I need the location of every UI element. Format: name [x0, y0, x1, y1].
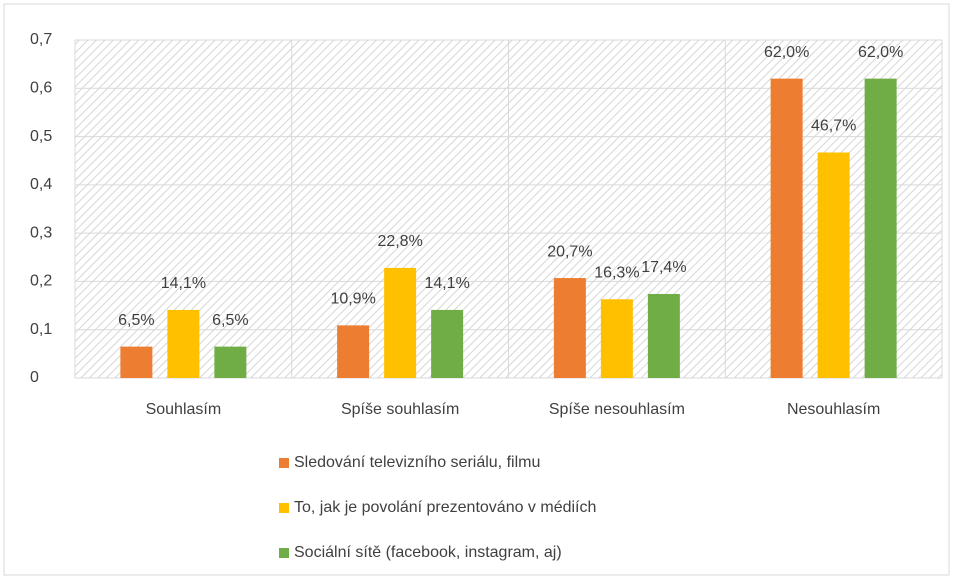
legend-swatch	[279, 458, 289, 468]
legend-label: Sledování televizního seriálu, filmu	[294, 454, 540, 471]
bar	[167, 309, 200, 378]
y-tick-label: 0,7	[30, 31, 52, 48]
data-label: 16,3%	[594, 265, 639, 282]
bar	[864, 78, 897, 378]
data-label: 6,5%	[118, 312, 154, 329]
data-label: 6,5%	[212, 312, 248, 329]
x-tick-label: Nesouhlasím	[787, 401, 880, 418]
bar	[817, 152, 850, 378]
x-tick-label: Spíše nesouhlasím	[549, 401, 685, 418]
y-tick-label: 0,4	[30, 176, 52, 193]
bar	[647, 293, 680, 378]
bar	[600, 299, 633, 378]
data-label: 22,8%	[377, 233, 422, 250]
data-label: 14,1%	[424, 275, 469, 292]
data-label: 62,0%	[764, 44, 809, 61]
legend-label: Sociální sítě (facebook, instagram, aj)	[294, 544, 562, 561]
bar	[120, 346, 153, 378]
bar	[337, 325, 370, 378]
legend-swatch	[279, 503, 289, 513]
bar	[770, 78, 803, 378]
y-tick-label: 0,3	[30, 224, 52, 241]
x-tick-label: Souhlasím	[146, 401, 222, 418]
data-label: 46,7%	[811, 118, 856, 135]
y-tick-label: 0,5	[30, 128, 52, 145]
y-tick-label: 0,6	[30, 80, 52, 97]
data-label: 62,0%	[858, 44, 903, 61]
data-label: 10,9%	[330, 291, 375, 308]
legend-swatch	[279, 548, 289, 558]
data-label: 17,4%	[641, 259, 686, 276]
x-tick-label: Spíše souhlasím	[341, 401, 459, 418]
bar	[384, 267, 417, 378]
data-label: 20,7%	[547, 243, 592, 260]
bar	[553, 278, 586, 378]
y-tick-label: 0,2	[30, 273, 52, 290]
y-tick-label: 0,1	[30, 321, 52, 338]
y-tick-label: 0	[30, 369, 39, 386]
bar	[214, 346, 247, 378]
data-label: 14,1%	[161, 275, 206, 292]
legend-label: To, jak je povolání prezentováno v médií…	[294, 499, 596, 516]
bar	[431, 309, 464, 378]
